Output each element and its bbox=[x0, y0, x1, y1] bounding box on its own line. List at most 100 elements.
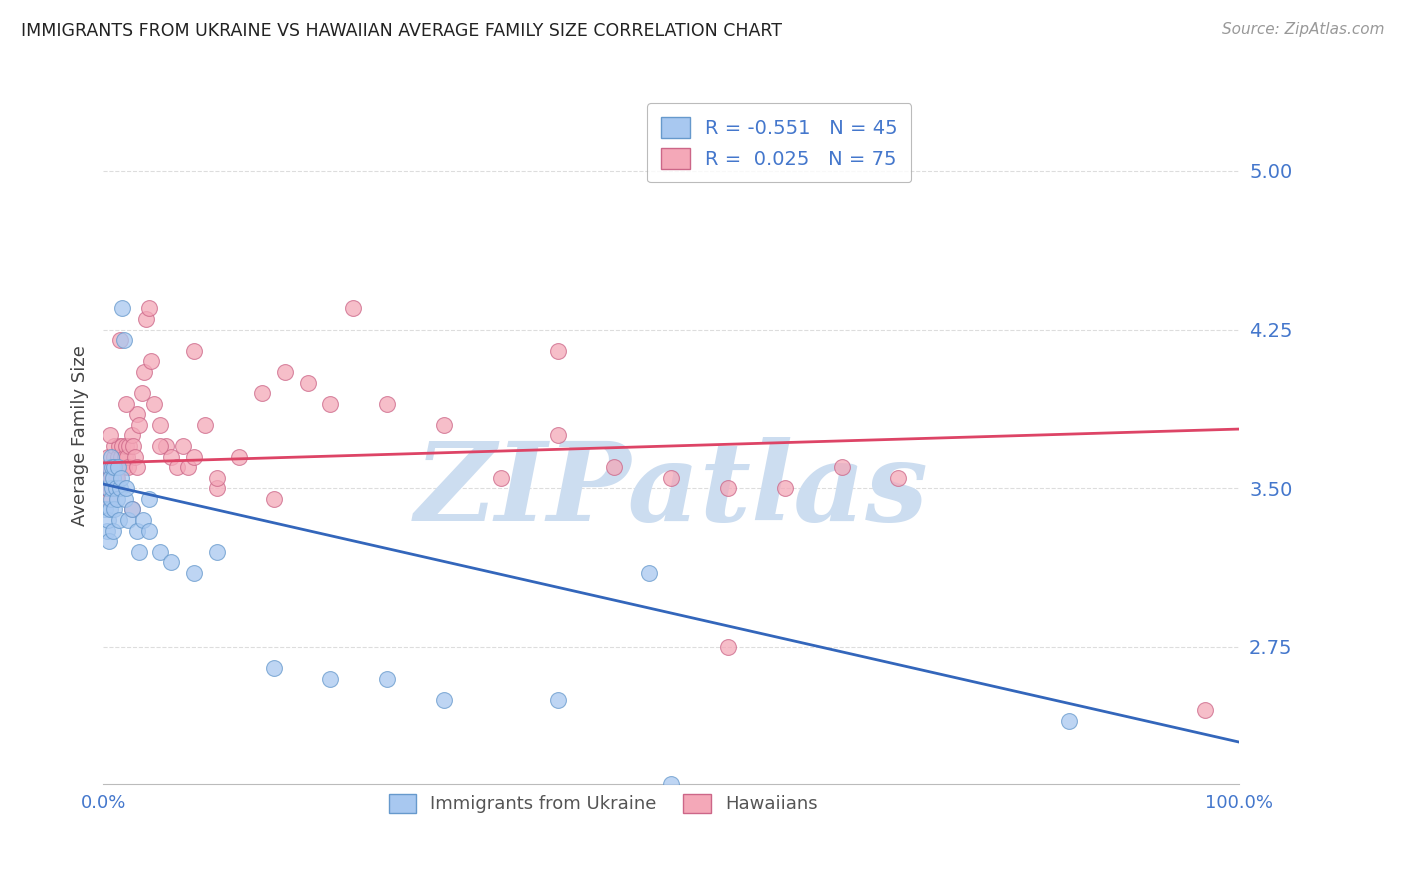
Point bbox=[111, 439, 134, 453]
Point bbox=[149, 439, 172, 453]
Point bbox=[121, 502, 143, 516]
Text: ZIPatlas: ZIPatlas bbox=[415, 437, 928, 545]
Point bbox=[107, 460, 129, 475]
Point bbox=[375, 672, 398, 686]
Point bbox=[205, 471, 228, 485]
Point bbox=[103, 502, 125, 516]
Point bbox=[111, 301, 134, 316]
Point bbox=[115, 439, 138, 453]
Point bbox=[717, 481, 740, 495]
Point bbox=[121, 428, 143, 442]
Point bbox=[101, 481, 124, 495]
Point bbox=[547, 693, 569, 707]
Point bbox=[263, 491, 285, 506]
Point bbox=[547, 428, 569, 442]
Point bbox=[100, 481, 122, 495]
Point bbox=[108, 460, 131, 475]
Point bbox=[342, 301, 364, 316]
Point bbox=[166, 460, 188, 475]
Point bbox=[103, 460, 125, 475]
Point bbox=[717, 640, 740, 654]
Point bbox=[105, 491, 128, 506]
Point bbox=[112, 333, 135, 347]
Point bbox=[228, 450, 250, 464]
Point bbox=[127, 407, 149, 421]
Point bbox=[104, 471, 127, 485]
Point bbox=[128, 417, 150, 432]
Point bbox=[132, 365, 155, 379]
Y-axis label: Average Family Size: Average Family Size bbox=[72, 345, 89, 525]
Point bbox=[103, 460, 125, 475]
Point bbox=[105, 471, 128, 485]
Point bbox=[160, 450, 183, 464]
Point bbox=[375, 397, 398, 411]
Point bbox=[101, 471, 124, 485]
Point bbox=[138, 301, 160, 316]
Point bbox=[108, 333, 131, 347]
Point bbox=[155, 439, 177, 453]
Point bbox=[117, 460, 139, 475]
Point bbox=[114, 491, 136, 506]
Point bbox=[121, 502, 143, 516]
Point bbox=[177, 460, 200, 475]
Point bbox=[96, 460, 118, 475]
Point bbox=[143, 397, 166, 411]
Point bbox=[433, 417, 456, 432]
Point bbox=[115, 481, 138, 495]
Point bbox=[104, 481, 127, 495]
Point bbox=[105, 460, 128, 475]
Point bbox=[183, 566, 205, 580]
Point bbox=[887, 471, 910, 485]
Text: Source: ZipAtlas.com: Source: ZipAtlas.com bbox=[1222, 22, 1385, 37]
Point bbox=[773, 481, 796, 495]
Point bbox=[319, 672, 342, 686]
Point bbox=[659, 777, 682, 791]
Point bbox=[319, 397, 342, 411]
Point bbox=[98, 460, 121, 475]
Point bbox=[107, 450, 129, 464]
Point bbox=[547, 343, 569, 358]
Point bbox=[124, 450, 146, 464]
Point bbox=[118, 439, 141, 453]
Point bbox=[205, 481, 228, 495]
Point bbox=[489, 471, 512, 485]
Point bbox=[132, 513, 155, 527]
Point bbox=[94, 502, 117, 516]
Point bbox=[96, 524, 118, 538]
Point bbox=[97, 491, 120, 506]
Text: IMMIGRANTS FROM UKRAINE VS HAWAIIAN AVERAGE FAMILY SIZE CORRELATION CHART: IMMIGRANTS FROM UKRAINE VS HAWAIIAN AVER… bbox=[21, 22, 782, 40]
Point bbox=[103, 524, 125, 538]
Point bbox=[250, 386, 273, 401]
Point bbox=[110, 450, 132, 464]
Point bbox=[121, 439, 143, 453]
Point bbox=[100, 450, 122, 464]
Point bbox=[183, 343, 205, 358]
Point bbox=[149, 417, 172, 432]
Point bbox=[103, 471, 125, 485]
Point bbox=[205, 545, 228, 559]
Point bbox=[131, 386, 153, 401]
Point bbox=[103, 450, 125, 464]
Point bbox=[127, 460, 149, 475]
Legend: Immigrants from Ukraine, Hawaiians: Immigrants from Ukraine, Hawaiians bbox=[378, 783, 828, 824]
Point bbox=[138, 491, 160, 506]
Point bbox=[108, 513, 131, 527]
Point bbox=[112, 460, 135, 475]
Point bbox=[127, 524, 149, 538]
Point bbox=[97, 481, 120, 495]
Point bbox=[135, 312, 157, 326]
Point bbox=[103, 460, 125, 475]
Point bbox=[194, 417, 217, 432]
Point bbox=[172, 439, 194, 453]
Point bbox=[110, 471, 132, 485]
Point bbox=[183, 450, 205, 464]
Point bbox=[637, 566, 659, 580]
Point bbox=[160, 555, 183, 569]
Point bbox=[98, 428, 121, 442]
Point bbox=[115, 397, 138, 411]
Point bbox=[297, 376, 319, 390]
Point bbox=[128, 545, 150, 559]
Point bbox=[117, 513, 139, 527]
Point bbox=[1194, 703, 1216, 717]
Point bbox=[659, 471, 682, 485]
